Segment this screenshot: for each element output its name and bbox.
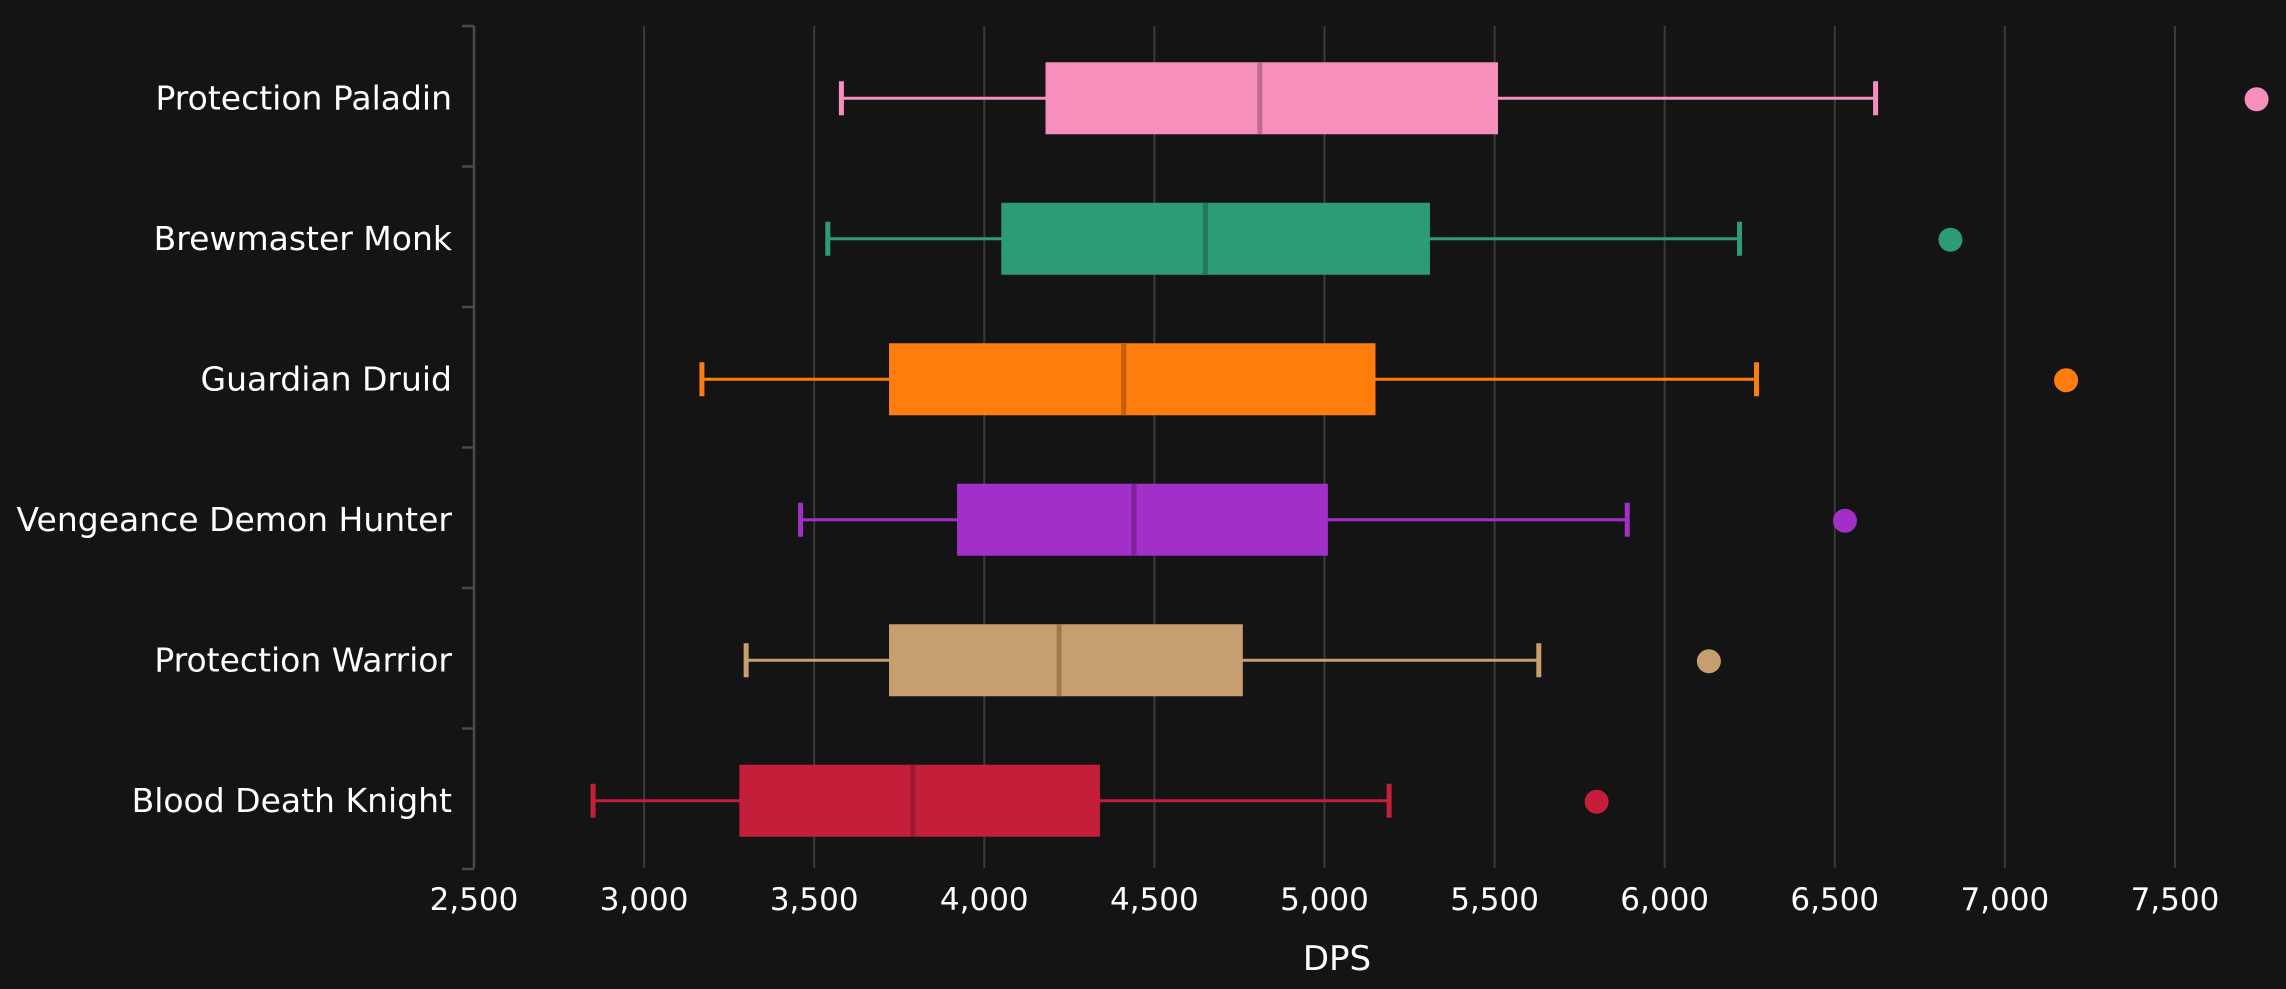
box-group (825, 202, 1963, 275)
x-tick-label: 7,000 (1960, 882, 2049, 918)
iqr-box (1045, 62, 1498, 135)
box-group (590, 764, 1609, 837)
x-tick-label: 5,500 (1450, 882, 1539, 918)
gridlines (643, 26, 2176, 868)
outlier-point (1938, 227, 1963, 252)
category-label: Blood Death Knight (132, 781, 452, 820)
box-group (798, 483, 1857, 556)
box-group (699, 343, 2079, 416)
box-group (743, 624, 1721, 697)
category-label: Protection Paladin (155, 78, 452, 117)
category-label: Protection Warrior (154, 640, 452, 679)
iqr-box (957, 483, 1328, 556)
category-label: Vengeance Demon Hunter (17, 500, 453, 539)
x-tick-label: 3,000 (600, 882, 689, 918)
box-series (590, 62, 2269, 837)
x-tick-label: 6,000 (1620, 882, 1709, 918)
outlier-point (1696, 649, 1721, 674)
x-tick-label: 2,500 (430, 882, 519, 918)
x-tick-label: 7,500 (2131, 882, 2220, 918)
outlier-point (2054, 368, 2079, 393)
iqr-box (739, 764, 1100, 837)
category-labels: Protection Paladin Brewmaster Monk Guardia… (17, 78, 453, 820)
iqr-box (889, 343, 1376, 416)
x-tick-labels: 2,500 3,000 3,500 4,000 4,500 5,000 5,500 6,000… (430, 882, 2220, 918)
x-tick-label: 3,500 (770, 882, 859, 918)
outlier-point (1584, 789, 1609, 814)
category-label: Brewmaster Monk (154, 219, 453, 258)
y-axis (462, 24, 476, 871)
category-label: Guardian Druid (201, 359, 452, 398)
outlier-point (2244, 87, 2269, 112)
x-tick-label: 4,000 (940, 882, 1029, 918)
box-group (838, 62, 2269, 135)
x-tick-label: 4,500 (1110, 882, 1199, 918)
iqr-box (889, 624, 1243, 697)
x-tick-label: 6,500 (1790, 882, 1879, 918)
x-tick-label: 5,000 (1280, 882, 1369, 918)
x-axis-title: DPS (1303, 939, 1371, 979)
iqr-box (1001, 202, 1430, 275)
outlier-point (1832, 508, 1857, 533)
